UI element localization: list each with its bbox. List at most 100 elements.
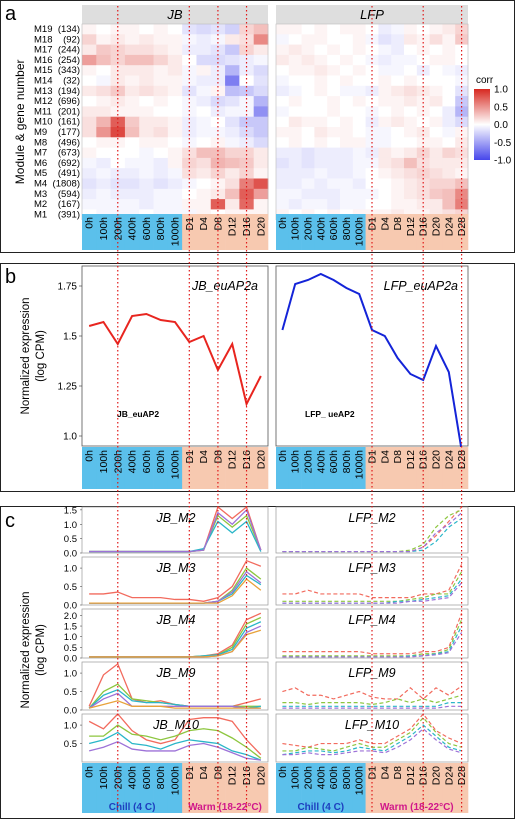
heatmap-cell-lfp — [314, 188, 328, 200]
x-tick-label-jb-a: D1 — [184, 217, 196, 231]
heatmap-cell-lfp — [442, 199, 456, 210]
heatmap-cell-jb — [124, 137, 140, 148]
time-band-cell-lfp-c — [288, 763, 302, 813]
heatmap-cell-jb — [82, 137, 97, 148]
row-label-gene-count: (254) — [58, 55, 80, 66]
heatmap-cell-lfp — [442, 168, 456, 179]
x-tick-label-jb-c: D1 — [184, 766, 196, 780]
line-series-lfp-m4 — [282, 619, 463, 657]
heatmap-cell-lfp — [404, 44, 418, 56]
heatmap-cell-lfp — [314, 127, 328, 138]
heatmap-cell-jb — [124, 147, 140, 159]
heatmap-cell-lfp — [404, 75, 418, 87]
line-series-lfp-m3 — [282, 571, 463, 602]
heatmap-cell-jb — [253, 147, 269, 159]
heatmap-cell-jb — [82, 85, 97, 97]
heatmap-cell-lfp — [327, 168, 341, 179]
heatmap-cell-jb — [153, 178, 169, 190]
x-tick-label-lfp-b: D1 — [367, 450, 379, 464]
heatmap-cell-lfp — [429, 137, 443, 148]
heatmap-cell-jb — [124, 116, 140, 128]
chart-title-lfp-c: LFP_M10 — [345, 718, 399, 732]
heatmap-cell-jb — [196, 34, 212, 45]
heatmap-cell-jb — [253, 157, 269, 169]
heatmap-cell-lfp — [276, 106, 290, 118]
heatmap-cell-lfp — [455, 44, 469, 56]
time-band-cell-lfp-c — [429, 763, 443, 813]
heatmap-cell-jb — [167, 65, 183, 76]
time-band-cell-lfp-b — [416, 447, 430, 489]
heatmap-cell-jb — [167, 75, 183, 87]
time-band-cell-jb-b — [167, 447, 183, 489]
y-tick-label-b: 1.5 — [63, 332, 77, 343]
heatmap-cell-jb — [196, 157, 212, 169]
row-label-gene-count: (201) — [58, 106, 80, 117]
legend-tick-label: 0.0 — [494, 120, 508, 131]
heatmap-cell-jb — [225, 106, 240, 118]
heatmap-cell-jb — [139, 137, 154, 148]
row-label-module: M4 — [34, 179, 47, 190]
time-band-cell-lfp-b — [455, 447, 469, 489]
heatmap-cell-lfp — [442, 188, 456, 200]
heatmap-cell-lfp — [314, 24, 328, 35]
heatmap-cell-jb — [110, 24, 126, 35]
chart-title-lfp-c: LFP_M4 — [348, 613, 395, 627]
heatmap-cell-lfp — [276, 34, 290, 45]
heatmap-cell-lfp — [340, 75, 354, 87]
time-band-cell-lfp-a — [365, 214, 379, 250]
heatmap-cell-lfp — [442, 34, 456, 45]
heatmap-cell-lfp — [288, 24, 302, 35]
line-series-jb-euap2a — [88, 312, 262, 407]
heatmap-cell-jb — [196, 54, 212, 66]
heatmap-cell-jb — [253, 96, 269, 107]
row-label-module: M5 — [34, 168, 47, 179]
row-label-gene-count: (194) — [58, 86, 80, 97]
time-band-cell-lfp-a — [352, 214, 366, 250]
heatmap-cell-jb — [239, 44, 255, 56]
heatmap-cell-jb — [253, 54, 269, 66]
line-series-jb-m9 — [88, 700, 261, 709]
heatmap-cell-lfp — [378, 34, 392, 45]
time-band-cell-jb-a — [96, 214, 111, 250]
heatmap-cell-jb — [139, 96, 154, 107]
heatmap-cell-lfp — [276, 157, 290, 169]
band-label-warm-lfp: Warm (18-22°C) — [380, 802, 454, 813]
row-label-module: M10 — [34, 117, 52, 128]
heatmap-cell-lfp — [404, 199, 418, 210]
heatmap-cell-jb — [82, 54, 97, 66]
heatmap-cell-jb — [182, 75, 197, 87]
time-band-cell-jb-c — [239, 763, 254, 813]
heatmap-cell-lfp — [429, 44, 443, 56]
heatmap-cell-jb — [225, 116, 240, 128]
heatmap-cell-jb — [153, 116, 169, 128]
heatmap-cell-jb — [210, 178, 226, 190]
heatmap-cell-lfp — [365, 106, 379, 118]
time-band-cell-lfp-c — [327, 763, 341, 813]
heatmap-cell-jb — [96, 44, 112, 56]
x-tick-label-jb-c: 200h — [112, 766, 124, 790]
heatmap-cell-lfp — [442, 137, 456, 148]
heatmap-cell-lfp — [416, 178, 430, 190]
heatmap-cell-lfp — [442, 147, 456, 159]
heatmap-cell-lfp — [327, 96, 341, 107]
y-tick-label-b: 1.75 — [58, 282, 78, 293]
facet-strip-jb — [82, 5, 268, 24]
x-tick-label-lfp-c: D28 — [456, 766, 468, 785]
heatmap-cell-jb — [182, 54, 197, 66]
time-band-cell-jb-c — [96, 763, 111, 813]
heatmap-cell-lfp — [391, 34, 405, 45]
facet-title-jb: JB — [166, 7, 183, 22]
heatmap-cell-lfp — [301, 96, 315, 107]
heatmap-cell-lfp — [442, 75, 456, 87]
heatmap-cell-jb — [124, 178, 140, 190]
heatmap-cell-jb — [124, 24, 140, 35]
heatmap-cell-jb — [96, 168, 112, 179]
heatmap-cell-lfp — [327, 127, 341, 138]
heatmap-cell-jb — [225, 24, 240, 35]
time-band-cell-lfp-a — [327, 214, 341, 250]
row-label-gene-count: (1808) — [53, 179, 80, 190]
time-band-cell-jb-c — [139, 763, 154, 813]
heatmap-cell-lfp — [327, 147, 341, 159]
chart-title-lfp-c: LFP_M9 — [348, 666, 395, 680]
heatmap-cell-jb — [239, 75, 255, 87]
